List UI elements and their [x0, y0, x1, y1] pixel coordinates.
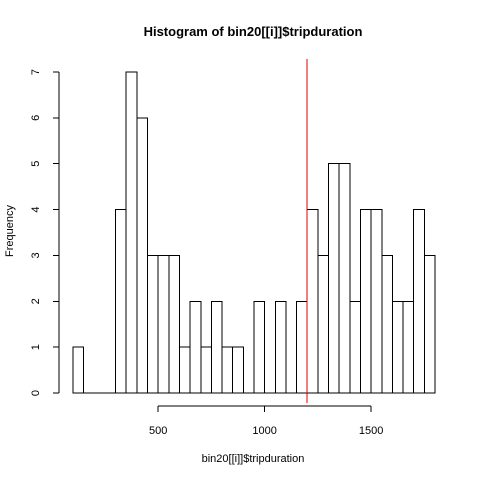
- y-tick-label: 2: [30, 298, 42, 304]
- histogram-bar: [359, 209, 372, 394]
- y-axis: 0 1 2 3 4 5 6 7: [30, 69, 60, 396]
- y-tick-label: 6: [30, 115, 42, 121]
- histogram-bar: [232, 346, 244, 394]
- histogram-bar: [200, 346, 212, 394]
- histogram-bar: [168, 254, 180, 394]
- x-tick-label: 1500: [359, 425, 383, 437]
- y-tick-label: 7: [30, 69, 42, 75]
- y-tick-label: 0: [30, 390, 42, 396]
- histogram-bar: [413, 209, 425, 394]
- histogram-bar: [338, 163, 351, 394]
- histogram-bar: [115, 209, 127, 394]
- y-tick-label: 5: [30, 161, 42, 167]
- histogram-bar: [147, 254, 159, 394]
- histogram-bar: [221, 346, 234, 394]
- y-axis-label: Frequency: [4, 205, 16, 257]
- y-tick-label: 4: [30, 207, 42, 213]
- histogram-bar: [210, 300, 223, 394]
- histogram-bar: [274, 300, 287, 394]
- x-tick-label: 500: [149, 425, 167, 437]
- histogram-bar: [423, 254, 436, 394]
- histogram-bar: [402, 300, 415, 394]
- histogram-bar: [157, 254, 170, 394]
- histogram-bar: [189, 300, 202, 394]
- y-tick-label: 1: [30, 344, 42, 350]
- histogram-bar: [72, 346, 85, 394]
- histogram-bar: [328, 163, 340, 394]
- x-axis-label: bin20[[i]]$tripduration: [202, 453, 305, 465]
- bars-layer: [72, 71, 436, 394]
- x-tick-label: 1000: [252, 425, 276, 437]
- histogram-bar: [253, 300, 266, 394]
- histogram-bar: [296, 300, 308, 394]
- chart-title: Histogram of bin20[[i]]$tripduration: [144, 24, 363, 39]
- histogram-bar: [178, 346, 191, 394]
- histogram-bar: [349, 300, 361, 394]
- x-axis: 500 1000 1500: [149, 405, 383, 437]
- y-tick-label: 3: [30, 252, 42, 258]
- histogram-bar: [306, 209, 319, 394]
- histogram-bar: [381, 254, 393, 394]
- histogram-bar: [317, 254, 330, 394]
- histogram-bar: [391, 300, 404, 394]
- histogram-bar: [136, 117, 149, 394]
- histogram-bar: [370, 209, 383, 394]
- histogram-bar: [125, 71, 138, 394]
